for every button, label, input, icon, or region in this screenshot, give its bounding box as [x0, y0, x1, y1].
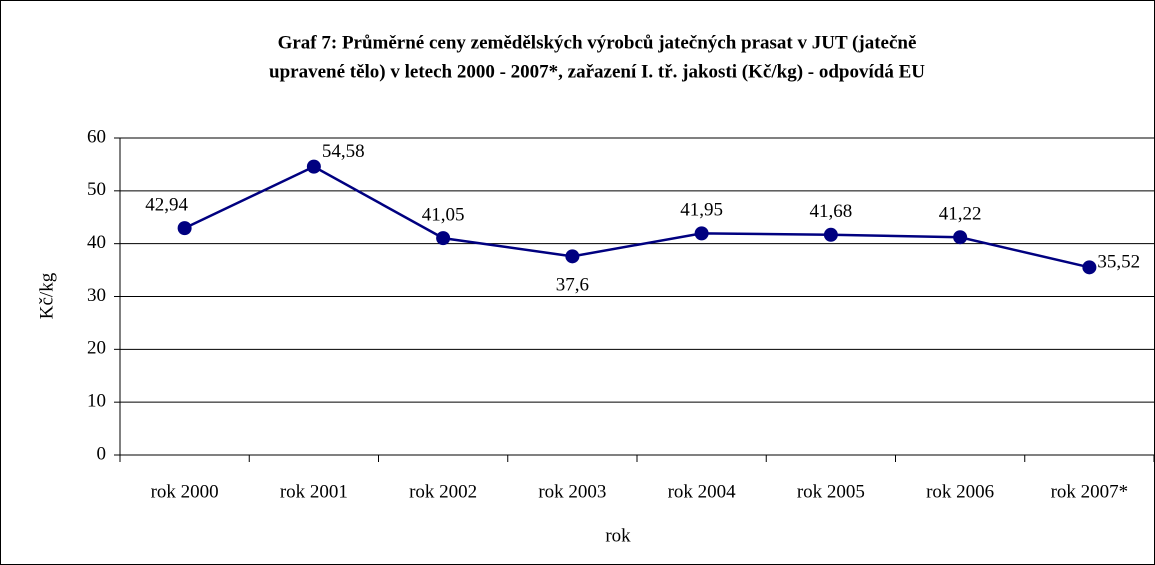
x-tick-label: rok 2000: [151, 481, 219, 502]
y-tick-label: 40: [87, 232, 106, 253]
data-point: [953, 230, 968, 245]
data-point: [306, 159, 321, 174]
x-tick-label: rok 2003: [538, 481, 606, 502]
x-tick-label: rok 2006: [926, 481, 994, 502]
data-label: 41,05: [422, 204, 465, 225]
x-tick-label: rok 2002: [409, 481, 477, 502]
y-tick-label: 50: [87, 179, 106, 200]
data-line: [184, 165, 1090, 269]
data-label: 37,6: [556, 275, 589, 296]
data-point: [694, 226, 709, 241]
data-label: 41,22: [939, 204, 982, 225]
y-tick-label: 0: [97, 443, 107, 464]
x-axis-label: rok: [605, 525, 631, 546]
data-label: 42,94: [145, 194, 188, 215]
data-point: [565, 249, 580, 264]
x-tick-label: rok 2005: [797, 481, 865, 502]
y-tick-label: 30: [87, 285, 106, 306]
chart-title: upravené tělo) v letech 2000 - 2007*, za…: [269, 61, 925, 82]
data-label: 41,95: [680, 200, 723, 221]
x-tick-label: rok 2004: [668, 481, 737, 502]
x-tick-label: rok 2007*: [1051, 481, 1129, 502]
y-tick-label: 10: [87, 391, 106, 412]
data-label: 54,58: [322, 141, 365, 162]
x-tick-label: rok 2001: [280, 481, 348, 502]
y-tick-label: 20: [87, 338, 106, 359]
data-point: [177, 221, 192, 236]
y-tick-label: 60: [87, 126, 106, 147]
chart-title: Graf 7: Průměrné ceny zemědělských výrob…: [278, 32, 917, 53]
data-point: [436, 231, 451, 246]
y-axis-label: Kč/kg: [36, 272, 57, 319]
data-point: [1082, 260, 1097, 275]
data-point: [823, 227, 838, 242]
data-label: 41,68: [810, 201, 853, 222]
data-label: 35,52: [1097, 252, 1140, 273]
